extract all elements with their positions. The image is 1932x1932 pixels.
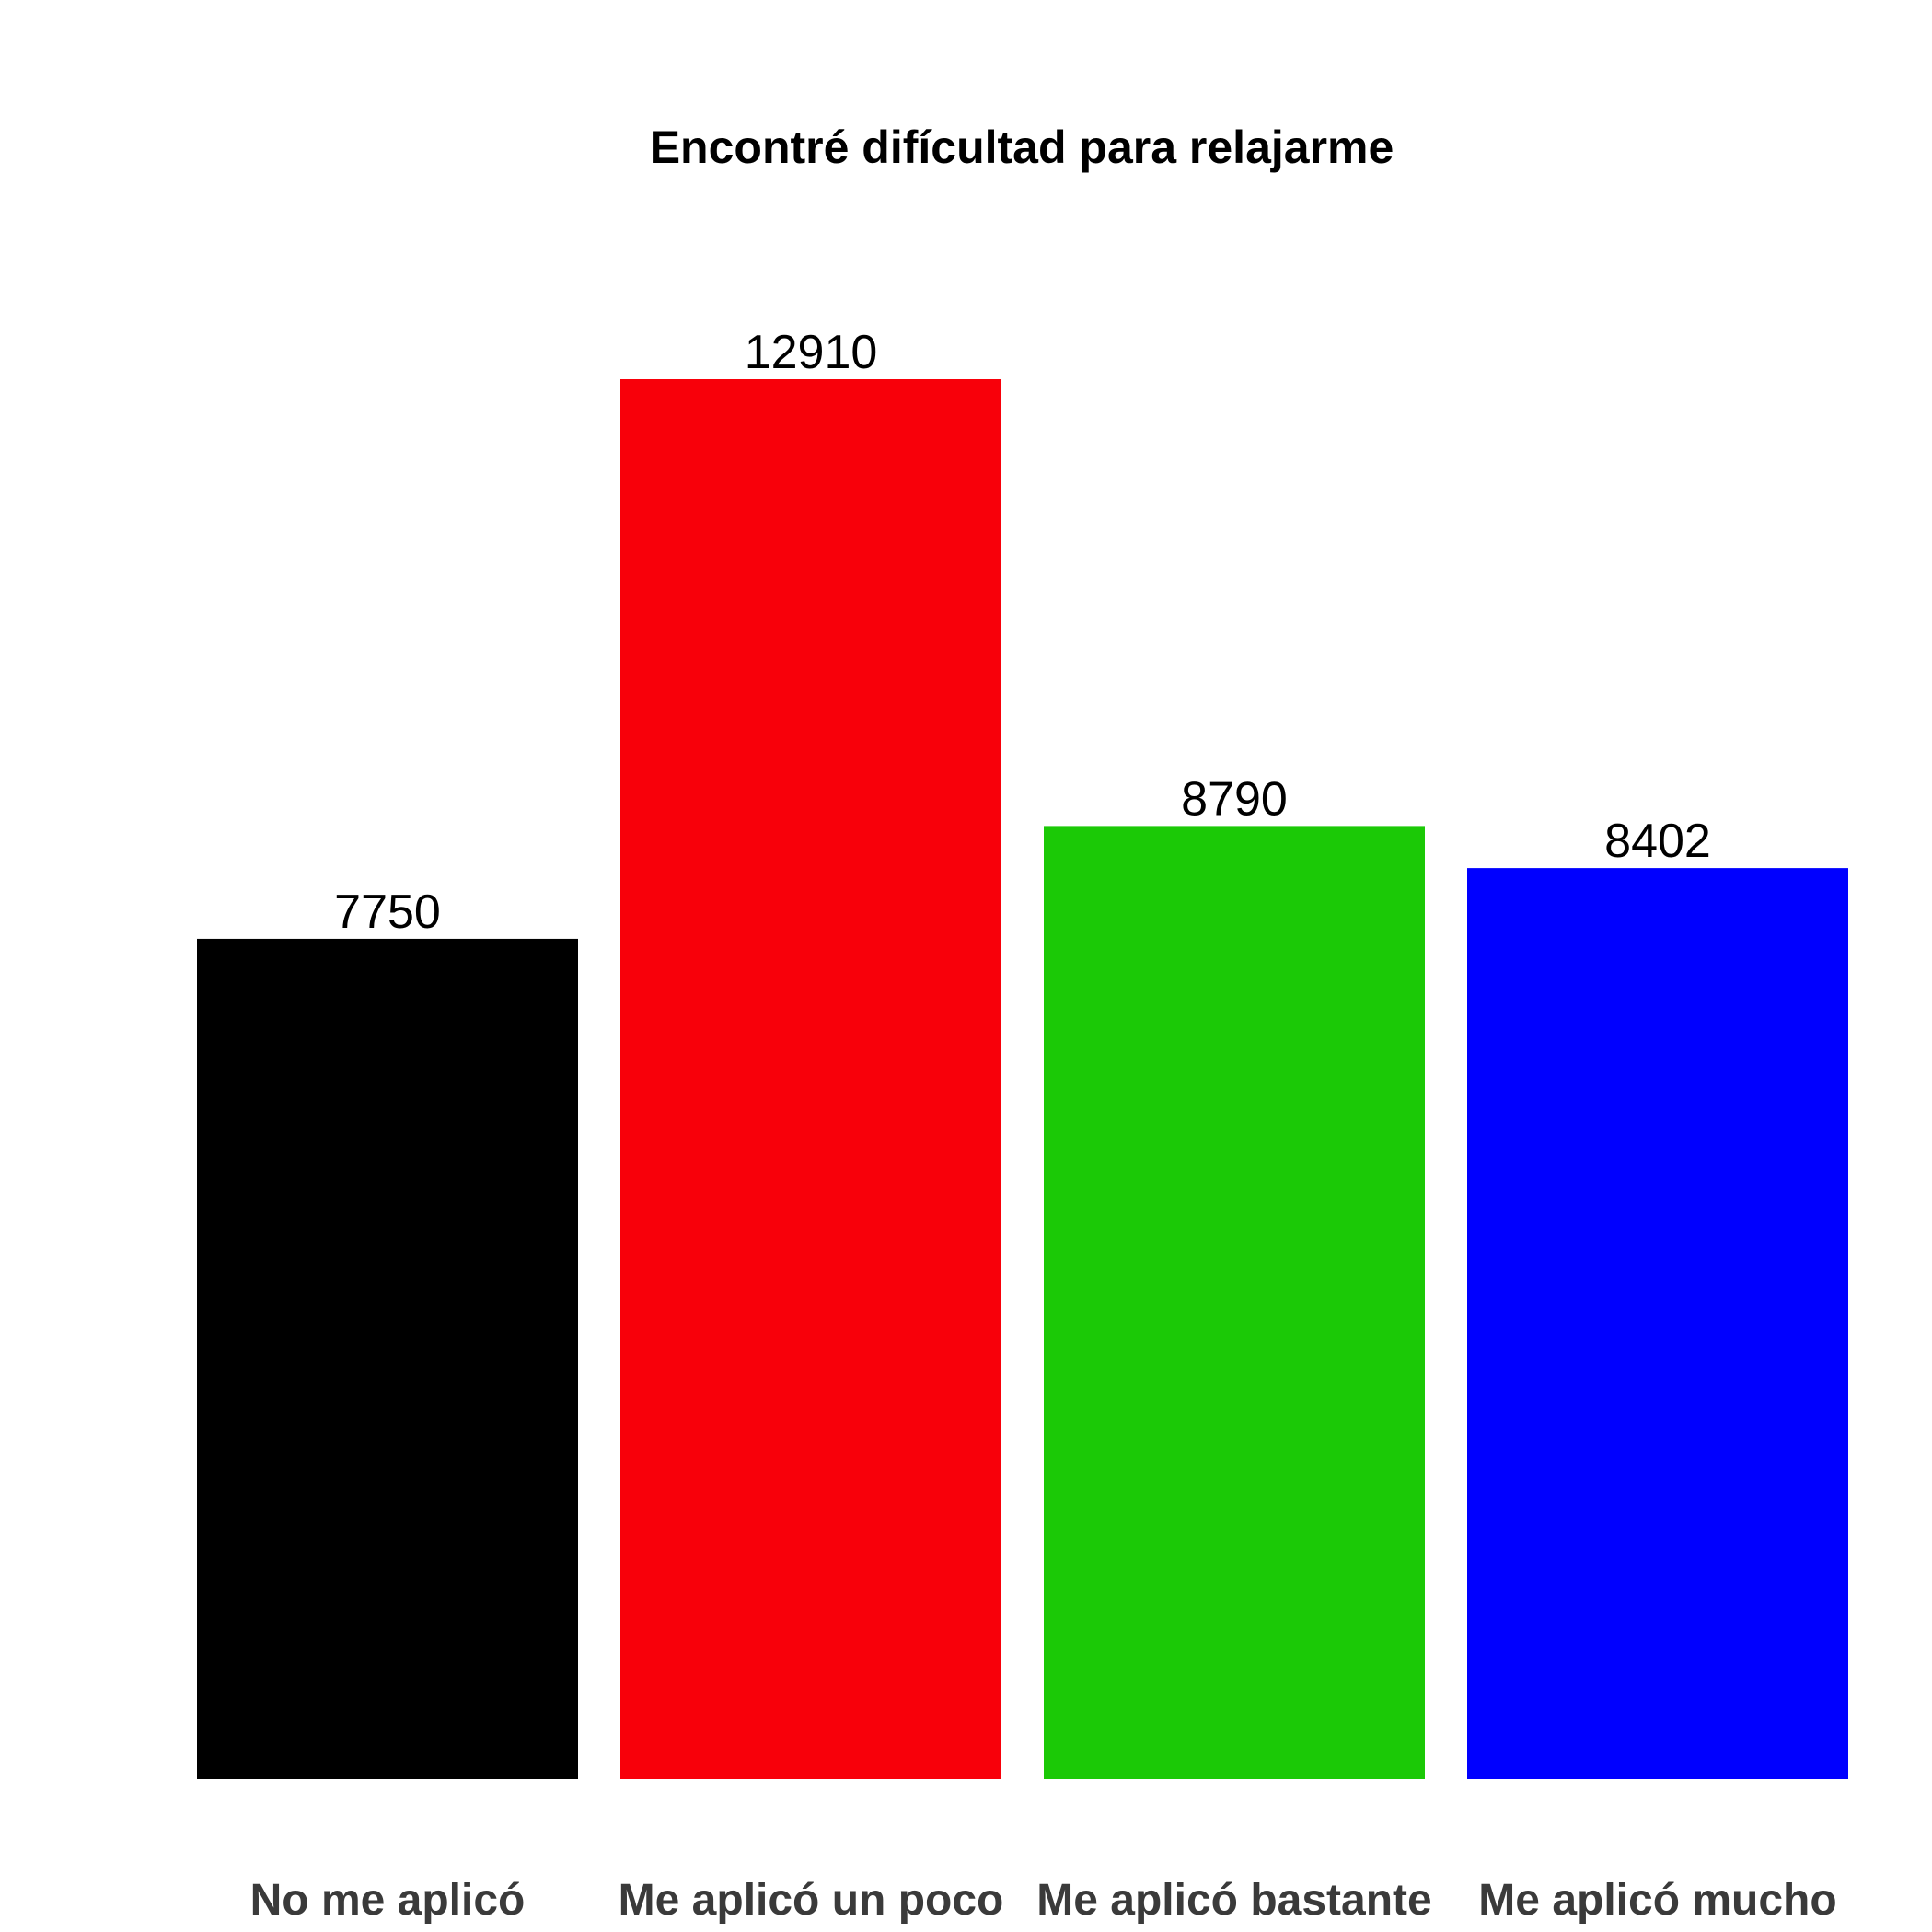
category-label-4: Me aplicó mucho (1478, 1876, 1836, 1925)
value-labels-group: 7750 12910 8790 8402 (334, 326, 1711, 939)
value-label-1: 7750 (334, 885, 441, 939)
bar-4 (1467, 868, 1848, 1779)
category-label-2: Me aplicó un poco (619, 1876, 1004, 1925)
category-labels-group: No me aplicó Me aplicó un poco Me aplicó b… (250, 1876, 1837, 1925)
category-label-3: Me aplicó bastante (1036, 1876, 1431, 1925)
bar-1 (197, 938, 578, 1779)
bars-group (197, 379, 1848, 1780)
bar-2 (620, 379, 1001, 1779)
bar-3 (1044, 826, 1425, 1780)
value-label-2: 12910 (745, 326, 878, 379)
value-label-3: 8790 (1181, 772, 1288, 826)
chart-title: Encontré difícultad para relajarme (650, 121, 1394, 173)
category-label-1: No me aplicó (250, 1876, 526, 1925)
value-label-4: 8402 (1604, 815, 1711, 868)
